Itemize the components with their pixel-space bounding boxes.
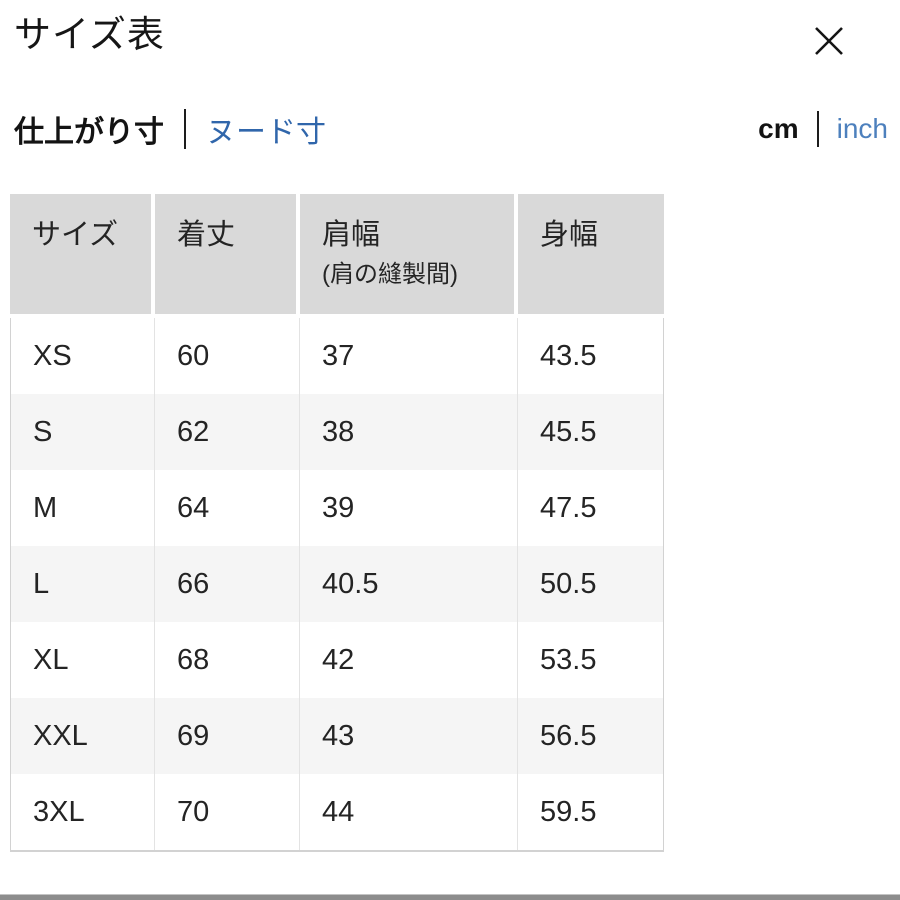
table-cell: 64 <box>155 470 300 546</box>
header-cell: 肩幅 (肩の縫製間) <box>300 194 518 314</box>
table-cell: 44 <box>300 774 518 850</box>
table-row: XL 68 42 53.5 <box>11 622 663 698</box>
table-cell: 50.5 <box>540 567 597 600</box>
bottom-bar <box>0 894 900 900</box>
table-header-row: サイズ 着丈 肩幅 (肩の縫製間) 身幅 <box>10 194 664 314</box>
measurement-tabs: 仕上がり寸 ヌード寸 <box>14 107 326 151</box>
table-row: S 62 38 45.5 <box>11 394 663 470</box>
header-cell-sublabel: (肩の縫製間) <box>322 261 458 288</box>
table-cell: XS <box>11 318 155 394</box>
table-cell: 62 <box>155 394 300 470</box>
table-cell: 59.5 <box>540 795 597 828</box>
table-cell: 45.5 <box>540 415 597 448</box>
table-cell: 53.5 <box>540 643 597 676</box>
table-cell: 40.5 <box>300 546 518 622</box>
table-cell: 69 <box>155 698 300 774</box>
table-row: XS 60 37 43.5 <box>11 318 663 394</box>
close-icon <box>812 24 846 58</box>
table-cell: S <box>11 394 155 470</box>
table-cell: XXL <box>11 698 155 774</box>
header-cell-label: 身幅 <box>540 219 599 251</box>
table-row: 3XL 70 44 59.5 <box>11 774 663 850</box>
table-cell: 68 <box>155 622 300 698</box>
table-cell: 43.5 <box>540 339 597 372</box>
tab-finished-size[interactable]: 仕上がり寸 <box>14 116 164 149</box>
table-cell: 60 <box>155 318 300 394</box>
table-cell: 39 <box>300 470 518 546</box>
size-table: サイズ 着丈 肩幅 (肩の縫製間) 身幅 XS 60 37 43.5 S 62 38 45.5 M 64 3… <box>10 194 664 852</box>
table-cell: XL <box>11 622 155 698</box>
tab-nude-size[interactable]: ヌード寸 <box>206 107 326 151</box>
table-cell: L <box>11 546 155 622</box>
close-button[interactable] <box>806 18 852 64</box>
table-cell: 43 <box>300 698 518 774</box>
table-cell: 47.5 <box>540 491 597 524</box>
unit-inch[interactable]: inch <box>836 113 888 144</box>
table-body: XS 60 37 43.5 S 62 38 45.5 M 64 39 47.5 L 66 40.5 50.5 X… <box>10 318 664 852</box>
page-title: サイズ表 <box>14 14 165 55</box>
header-cell-label: サイズ <box>32 219 119 251</box>
tab-divider <box>184 109 186 149</box>
table-cell: 70 <box>155 774 300 850</box>
tabs-row: 仕上がり寸 ヌード寸 cm inch <box>14 103 888 155</box>
header-cell: 着丈 <box>155 194 300 314</box>
unit-divider <box>816 111 819 147</box>
table-cell: 42 <box>300 622 518 698</box>
table-cell: 37 <box>300 318 518 394</box>
unit-cm[interactable]: cm <box>758 113 799 144</box>
table-cell: 38 <box>300 394 518 470</box>
header-cell: 身幅 <box>518 194 664 314</box>
header-cell: サイズ <box>10 194 155 314</box>
table-cell: 66 <box>155 546 300 622</box>
header-cell-label: 肩幅 <box>322 219 381 251</box>
table-row: L 66 40.5 50.5 <box>11 546 663 622</box>
table-row: M 64 39 47.5 <box>11 470 663 546</box>
unit-toggle: cm inch <box>758 111 888 147</box>
table-cell: 3XL <box>11 774 155 850</box>
modal-header: サイズ表 <box>14 10 886 70</box>
table-cell: 56.5 <box>540 719 597 752</box>
header-cell-label: 着丈 <box>177 219 236 251</box>
table-row: XXL 69 43 56.5 <box>11 698 663 774</box>
table-cell: M <box>11 470 155 546</box>
